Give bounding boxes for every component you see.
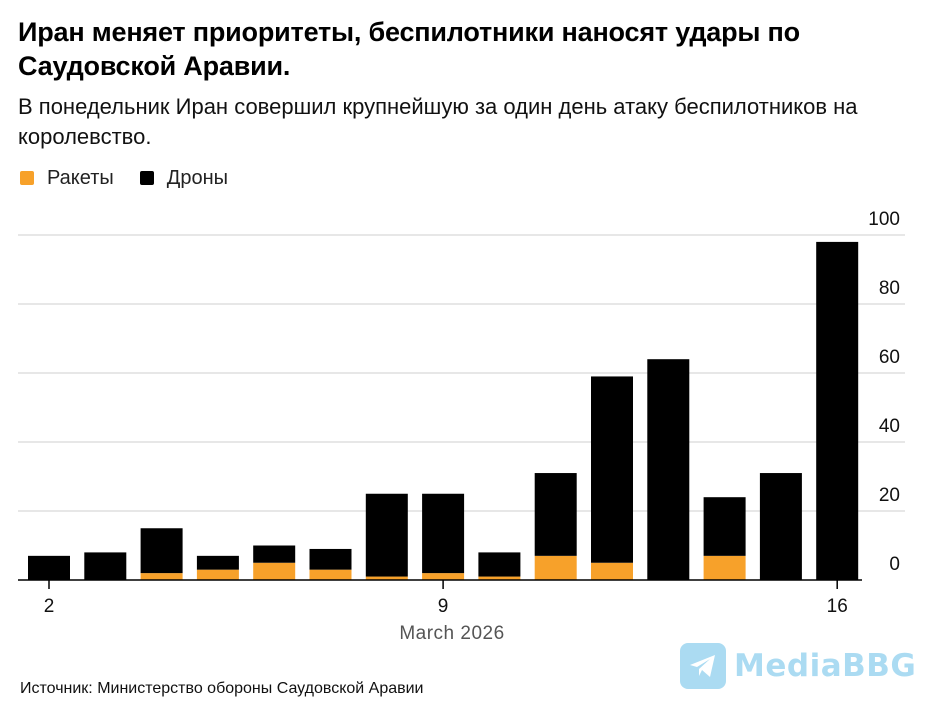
legend-swatch-drones: [139, 171, 154, 185]
bar-drones: [140, 528, 183, 574]
bar-missiles: [253, 562, 296, 580]
bar-chart: 0 20 40 60 80 100 2 9 16 March 2026: [18, 209, 905, 644]
bar-missiles: [534, 555, 577, 580]
x-axis-title: March 2026: [399, 623, 504, 644]
bar-drones: [478, 552, 521, 577]
telegram-logo-icon: [680, 643, 726, 689]
legend-item-missiles: Ракеты: [20, 167, 114, 190]
legend-swatch-missiles: [20, 171, 34, 185]
legend-label-drones: Дроны: [166, 166, 228, 189]
bar-drones: [84, 552, 127, 580]
y-tick-label: 60: [879, 347, 900, 368]
bar-missiles: [478, 576, 521, 580]
bar-drones: [647, 359, 690, 580]
x-tick-label: 9: [438, 596, 449, 617]
bar-drones: [28, 555, 70, 580]
bar-missiles: [422, 573, 465, 580]
bar-drones: [591, 376, 633, 563]
legend-label-missiles: Ракеты: [47, 166, 114, 189]
bar-drones: [365, 493, 408, 577]
bar-drones: [196, 555, 239, 570]
chart-subtitle: В понедельник Иран совершил крупнейшую з…: [18, 94, 858, 149]
bar-drones: [422, 493, 465, 574]
legend: Ракеты Дроны: [20, 166, 254, 190]
y-tick-label: 20: [879, 485, 900, 506]
y-tick-label: 80: [879, 278, 900, 299]
bar-drones: [816, 241, 859, 580]
legend-item-drones: Дроны: [139, 166, 228, 190]
bar-missiles: [365, 576, 408, 580]
bar-missiles: [309, 569, 352, 580]
bar-missiles: [591, 562, 633, 580]
bar-drones: [759, 473, 802, 580]
watermark-text: MediaBBG: [734, 648, 917, 684]
source-note: Источник: Министерство обороны Саудовско…: [20, 680, 424, 697]
y-tick-label: 0: [889, 554, 900, 575]
bar-missiles: [196, 569, 239, 580]
x-tick-label: 16: [827, 596, 848, 617]
bar-drones: [253, 545, 296, 563]
bar-missiles: [703, 555, 746, 580]
bar-drones: [309, 548, 352, 570]
y-tick-label: 40: [879, 416, 900, 437]
x-tick-label: 2: [44, 596, 55, 617]
bar-drones: [703, 497, 746, 556]
chart-title: Иран меняет приоритеты, беспилотники нан…: [18, 17, 800, 81]
y-tick-label: 100: [868, 209, 900, 230]
bar-drones: [534, 473, 577, 556]
bar-missiles: [140, 573, 183, 580]
watermark: MediaBBG: [680, 640, 916, 692]
